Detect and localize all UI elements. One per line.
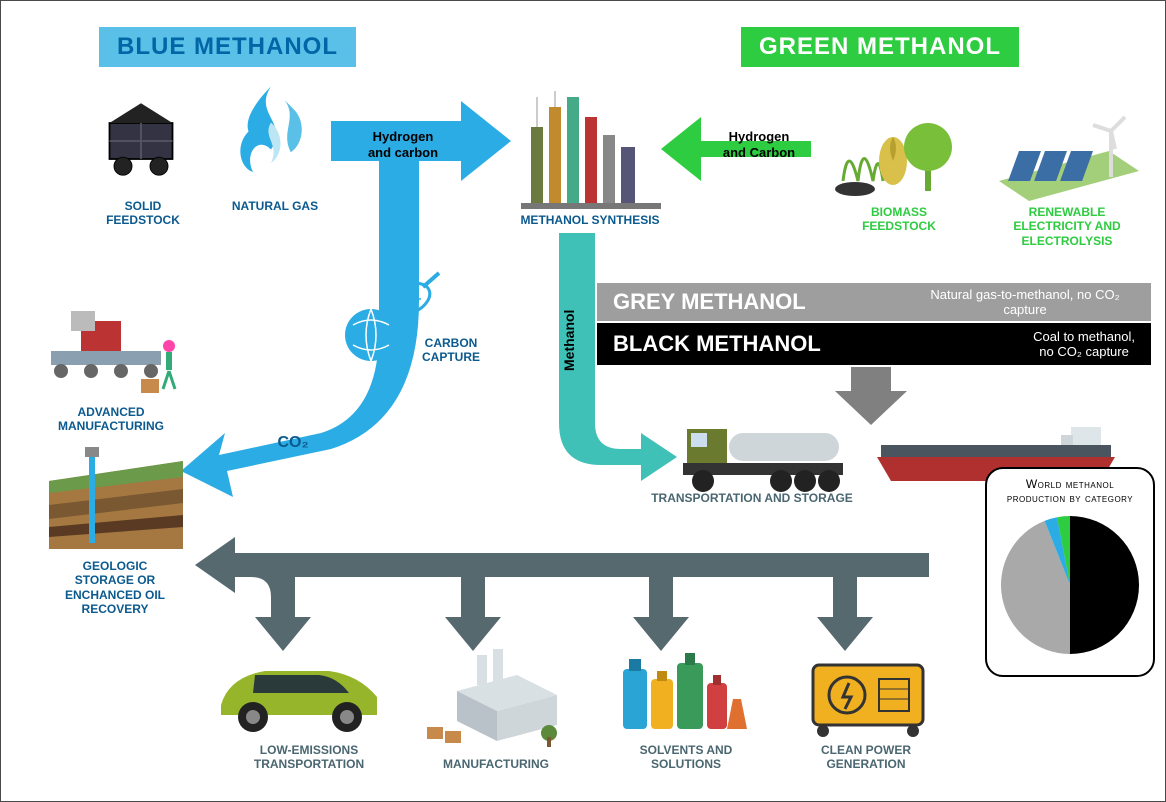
banner-black-methanol: BLACK METHANOL Coal to methanol, no CO₂ …	[597, 323, 1151, 365]
label-hc-blue: Hydrogen and carbon	[363, 129, 443, 160]
generator-icon	[803, 651, 933, 739]
label-hc-green: Hydrogen and Carbon	[719, 129, 799, 160]
coal-cart-icon	[91, 91, 191, 191]
advanced-mfg-icon	[41, 301, 191, 401]
banner-grey-title: GREY METHANOL	[613, 289, 806, 315]
pie-slice-black	[1070, 516, 1139, 654]
label-natural-gas: NATURAL GAS	[225, 199, 325, 213]
label-solvents: SOLVENTS AND SOLUTIONS	[621, 743, 751, 772]
label-solid-feedstock: SOLID FEEDSTOCK	[93, 199, 193, 228]
renewable-icon	[989, 101, 1139, 201]
pie-chart-container: World methanol production by category	[985, 467, 1155, 677]
banner-grey-methanol: GREY METHANOL Natural gas-to-methanol, n…	[597, 283, 1151, 321]
geologic-storage-icon	[41, 441, 191, 557]
label-methanol-synthesis: METHANOL SYNTHESIS	[515, 213, 665, 227]
car-icon	[209, 649, 389, 737]
label-co2: CO₂	[273, 433, 313, 452]
label-biomass: BIOMASS FEEDSTOCK	[839, 205, 959, 234]
label-manufacturing: MANUFACTURING	[431, 757, 561, 771]
label-renewable: RENEWABLE ELECTRICITY AND ELECTROLYSIS	[997, 205, 1137, 248]
label-transport-storage: TRANSPORTATION AND STORAGE	[647, 491, 857, 505]
pie-title: World methanol production by category	[995, 477, 1145, 506]
pie-chart	[995, 510, 1145, 660]
banner-black-desc: Coal to methanol, no CO₂ capture	[1033, 329, 1135, 359]
tanker-truck-icon	[681, 411, 851, 497]
biomass-icon	[833, 91, 963, 201]
diagram-canvas: BLUE METHANOL GREEN METHANOL GREY METHAN…	[0, 0, 1166, 802]
solvents-icon	[615, 649, 755, 739]
label-geologic: GEOLOGIC STORAGE OR ENCHANCED OIL RECOVE…	[55, 559, 175, 617]
synthesis-plant-icon	[521, 87, 661, 211]
label-clean-power: CLEAN POWER GENERATION	[801, 743, 931, 772]
flame-icon	[221, 81, 321, 191]
label-low-emissions: LOW-EMISSIONS TRANSPORTATION	[209, 743, 409, 772]
banner-black-title: BLACK METHANOL	[613, 331, 821, 357]
manufacturing-icon	[417, 641, 577, 753]
banner-grey-desc: Natural gas-to-methanol, no CO₂ capture	[915, 287, 1135, 317]
label-carbon-capture: CARBON CAPTURE	[411, 336, 491, 365]
label-methanol-flow: Methanol	[561, 351, 578, 371]
label-advanced-mfg: ADVANCED MANUFACTURING	[41, 405, 181, 434]
